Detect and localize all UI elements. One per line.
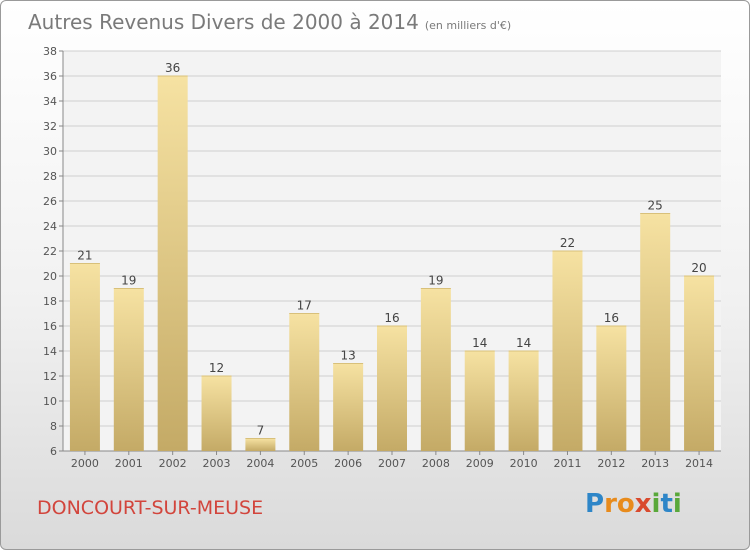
data-label: 16 <box>604 311 619 325</box>
y-tick-label: 16 <box>43 320 57 333</box>
x-tick-label: 2011 <box>553 457 581 470</box>
bar <box>113 288 144 451</box>
data-label: 21 <box>77 249 92 263</box>
data-label: 19 <box>428 274 443 288</box>
x-tick-label: 2002 <box>159 457 187 470</box>
bar <box>596 326 627 451</box>
y-tick-label: 28 <box>43 170 57 183</box>
logo-letter: r <box>604 489 617 519</box>
data-label: 16 <box>384 311 399 325</box>
x-tick-label: 2009 <box>466 457 494 470</box>
chart-title-text: Autres Revenus Divers de 2000 à 2014 <box>28 10 419 34</box>
data-label: 22 <box>560 236 575 250</box>
data-label: 17 <box>297 299 312 313</box>
logo-letter: t <box>660 489 673 519</box>
x-tick-label: 2012 <box>597 457 625 470</box>
bar <box>289 313 320 451</box>
chart-unit: (en milliers d'€) <box>424 19 512 32</box>
x-tick-label: 2013 <box>641 457 669 470</box>
y-tick-label: 38 <box>43 45 57 58</box>
y-tick-label: 6 <box>50 445 57 458</box>
chart-title: Autres Revenus Divers de 2000 à 2014 (en … <box>28 10 511 34</box>
data-label: 25 <box>648 199 663 213</box>
x-tick-label: 2003 <box>203 457 231 470</box>
x-tick-label: 2008 <box>422 457 450 470</box>
bar <box>377 326 407 451</box>
logo-letter: x <box>634 489 652 519</box>
y-tick-label: 32 <box>43 120 57 133</box>
bar <box>201 376 232 451</box>
bar <box>157 76 188 451</box>
y-tick-label: 22 <box>43 245 57 258</box>
data-label: 14 <box>516 336 531 350</box>
data-label: 20 <box>691 261 706 275</box>
x-tick-label: 2007 <box>378 457 406 470</box>
logo-letter: P <box>585 489 605 519</box>
logo-letter: i <box>651 489 661 519</box>
x-tick-label: 2004 <box>246 457 274 470</box>
town-name: DONCOURT-SUR-MEUSE <box>37 497 264 519</box>
y-tick-label: 8 <box>50 420 57 433</box>
bar <box>640 213 671 451</box>
bar <box>420 288 451 451</box>
logo-letter: o <box>616 489 635 519</box>
x-tick-label: 2010 <box>510 457 538 470</box>
x-tick-label: 2005 <box>290 457 318 470</box>
bar <box>684 276 715 451</box>
bar <box>69 263 100 451</box>
data-label: 14 <box>472 336 487 350</box>
bar <box>245 438 276 451</box>
data-label: 12 <box>209 361 224 375</box>
proxiti-logo: Proxiti <box>585 489 682 519</box>
y-tick-label: 18 <box>43 295 57 308</box>
bar <box>552 251 583 451</box>
bar <box>508 351 539 451</box>
y-tick-label: 12 <box>43 370 57 383</box>
logo-letter: i <box>672 489 682 519</box>
bar <box>333 363 364 451</box>
y-tick-label: 10 <box>43 395 57 408</box>
y-tick-label: 34 <box>43 95 57 108</box>
bar <box>464 351 495 451</box>
y-tick-label: 26 <box>43 195 57 208</box>
data-label: 7 <box>257 424 265 438</box>
y-tick-label: 30 <box>43 145 57 158</box>
x-tick-label: 2006 <box>334 457 362 470</box>
data-label: 36 <box>165 61 180 75</box>
y-tick-label: 36 <box>43 70 57 83</box>
data-label: 13 <box>340 349 355 363</box>
x-tick-label: 2001 <box>115 457 143 470</box>
data-label: 19 <box>121 274 136 288</box>
x-tick-label: 2014 <box>685 457 713 470</box>
x-tick-label: 2000 <box>71 457 99 470</box>
y-tick-label: 20 <box>43 270 57 283</box>
y-tick-label: 24 <box>43 220 57 233</box>
y-tick-label: 14 <box>43 345 57 358</box>
